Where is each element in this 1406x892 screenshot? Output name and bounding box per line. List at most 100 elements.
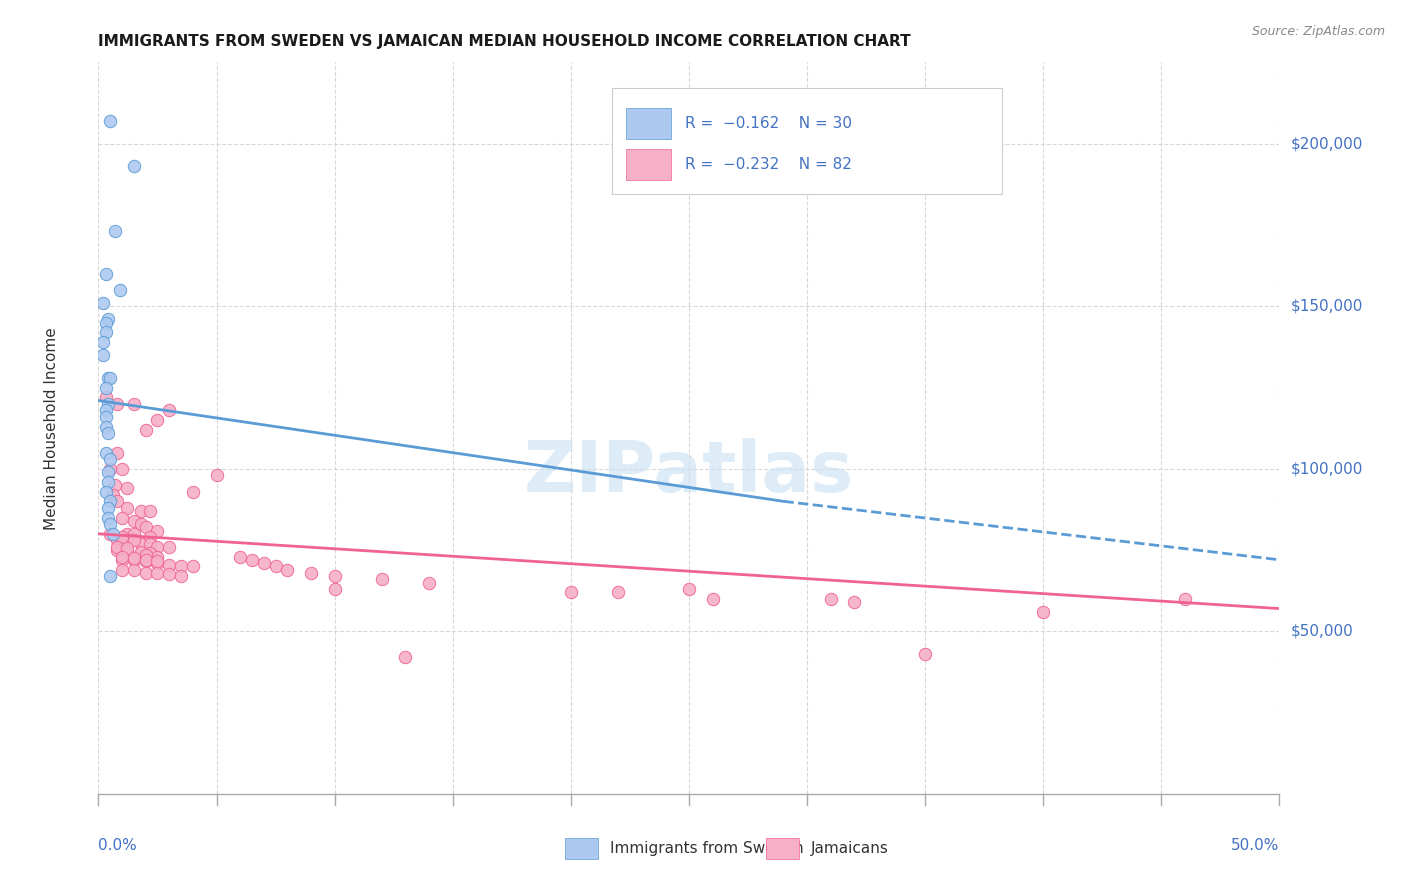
- Text: $150,000: $150,000: [1291, 299, 1362, 314]
- Point: [181, 484, 204, 499]
- Point: [371, 572, 394, 586]
- Text: IMMIGRANTS FROM SWEDEN VS JAMAICAN MEDIAN HOUSEHOLD INCOME CORRELATION CHART: IMMIGRANTS FROM SWEDEN VS JAMAICAN MEDIA…: [98, 34, 911, 49]
- Point: [135, 548, 157, 562]
- Point: [101, 488, 124, 502]
- Point: [111, 510, 134, 524]
- FancyBboxPatch shape: [612, 88, 1002, 194]
- Point: [98, 494, 121, 508]
- Point: [108, 283, 131, 297]
- Point: [115, 526, 138, 541]
- Point: [129, 546, 152, 560]
- Point: [115, 543, 138, 558]
- Point: [702, 591, 724, 606]
- Point: [129, 504, 152, 518]
- Point: [205, 468, 228, 483]
- Point: [139, 504, 162, 518]
- Point: [97, 312, 120, 326]
- Point: [146, 556, 169, 570]
- Point: [229, 549, 252, 564]
- Point: [146, 524, 169, 538]
- FancyBboxPatch shape: [766, 838, 799, 859]
- Point: [98, 452, 121, 467]
- Point: [97, 397, 120, 411]
- Point: [115, 533, 138, 548]
- Point: [129, 536, 152, 550]
- Point: [94, 409, 117, 424]
- Point: [91, 334, 114, 349]
- Text: 50.0%: 50.0%: [1232, 838, 1279, 853]
- Text: Immigrants from Sweden: Immigrants from Sweden: [610, 841, 803, 856]
- Point: [98, 462, 121, 476]
- Point: [129, 517, 152, 532]
- Point: [111, 553, 134, 567]
- Point: [181, 559, 204, 574]
- Text: 0.0%: 0.0%: [98, 838, 138, 853]
- Point: [122, 526, 145, 541]
- Point: [122, 160, 145, 174]
- FancyBboxPatch shape: [565, 838, 598, 859]
- Point: [146, 549, 169, 564]
- Point: [91, 348, 114, 362]
- Point: [844, 595, 866, 609]
- Text: Source: ZipAtlas.com: Source: ZipAtlas.com: [1251, 25, 1385, 38]
- Text: R =  −0.232    N = 82: R = −0.232 N = 82: [685, 157, 852, 172]
- Point: [276, 563, 298, 577]
- Point: [1032, 605, 1054, 619]
- Point: [560, 585, 582, 599]
- Point: [157, 567, 180, 582]
- Point: [94, 316, 117, 330]
- Point: [157, 540, 180, 554]
- Point: [146, 554, 169, 568]
- Point: [94, 390, 117, 404]
- Point: [170, 569, 193, 583]
- Point: [122, 563, 145, 577]
- Point: [94, 267, 117, 281]
- Point: [111, 530, 134, 544]
- Point: [105, 397, 128, 411]
- Point: [94, 325, 117, 339]
- Point: [105, 543, 128, 558]
- Point: [97, 465, 120, 479]
- Point: [135, 553, 157, 567]
- Point: [98, 569, 121, 583]
- Point: [146, 413, 169, 427]
- Point: [97, 371, 120, 385]
- Point: [157, 558, 180, 572]
- Point: [104, 225, 127, 239]
- Text: R =  −0.162    N = 30: R = −0.162 N = 30: [685, 116, 852, 130]
- Text: Jamaicans: Jamaicans: [811, 841, 889, 856]
- Point: [146, 540, 169, 554]
- Text: ZIPatlas: ZIPatlas: [524, 438, 853, 507]
- Point: [104, 478, 127, 492]
- Text: Median Household Income: Median Household Income: [44, 326, 59, 530]
- Point: [98, 517, 121, 532]
- Point: [139, 530, 162, 544]
- Point: [115, 500, 138, 515]
- Point: [105, 445, 128, 459]
- Point: [122, 551, 145, 566]
- Point: [914, 647, 936, 661]
- Point: [97, 475, 120, 489]
- Point: [122, 533, 145, 548]
- Text: $200,000: $200,000: [1291, 136, 1362, 152]
- Point: [170, 559, 193, 574]
- Point: [122, 514, 145, 528]
- Point: [122, 397, 145, 411]
- Point: [607, 585, 630, 599]
- Point: [94, 403, 117, 417]
- Point: [135, 423, 157, 437]
- Point: [135, 554, 157, 568]
- Point: [94, 380, 117, 394]
- FancyBboxPatch shape: [626, 108, 671, 138]
- Point: [678, 582, 700, 596]
- Point: [105, 533, 128, 548]
- Text: $100,000: $100,000: [1291, 461, 1362, 476]
- Point: [299, 566, 322, 580]
- Point: [820, 591, 842, 606]
- Point: [253, 556, 276, 570]
- Point: [111, 563, 134, 577]
- Point: [97, 425, 120, 440]
- Point: [98, 371, 121, 385]
- Point: [105, 540, 128, 554]
- Text: $50,000: $50,000: [1291, 624, 1354, 639]
